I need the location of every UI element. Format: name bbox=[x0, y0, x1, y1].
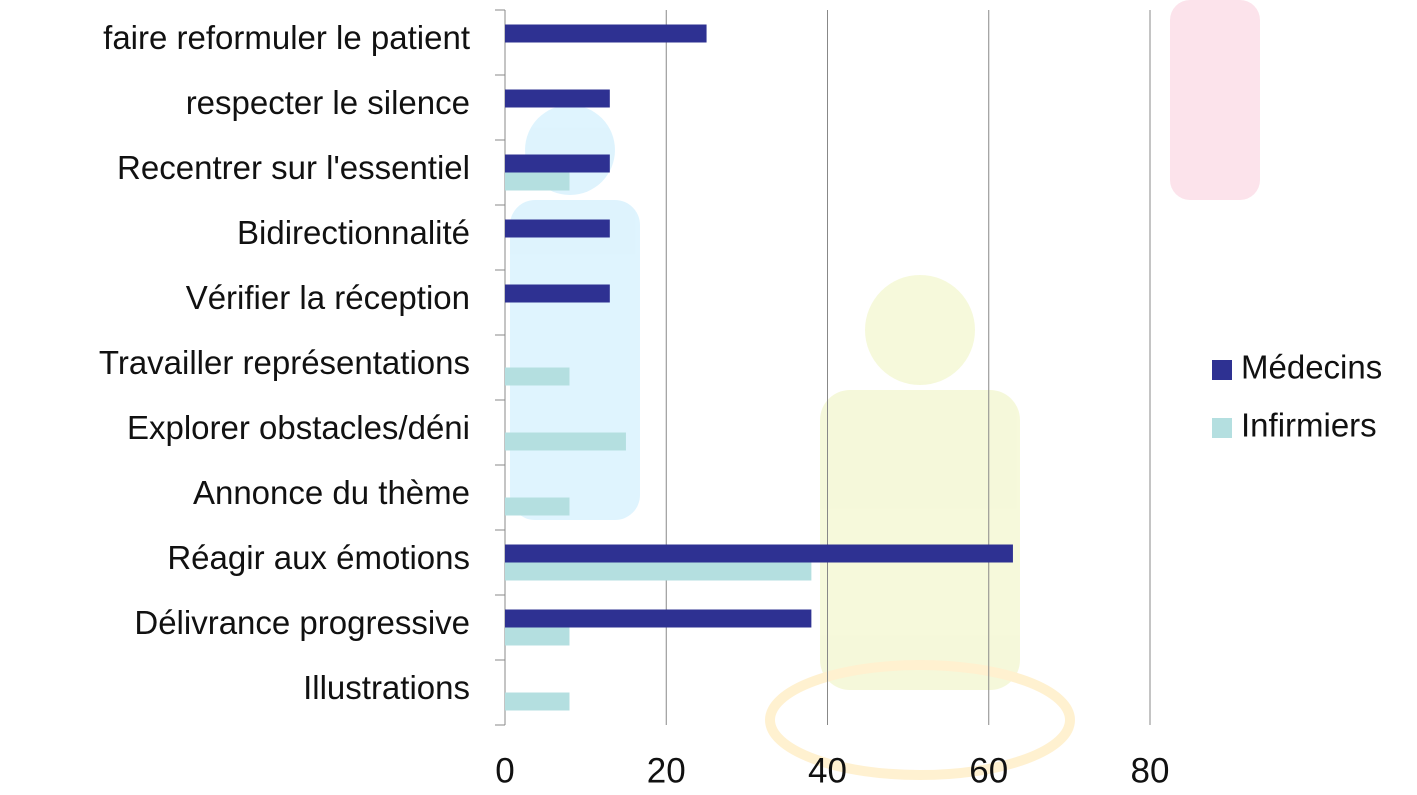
y-tick-label: respecter le silence bbox=[186, 84, 470, 121]
y-tick-label: Recentrer sur l'essentiel bbox=[117, 149, 470, 186]
y-tick-label: Explorer obstacles/déni bbox=[127, 409, 470, 446]
bar bbox=[505, 628, 570, 646]
legend-label: Médecins bbox=[1241, 349, 1382, 386]
bar bbox=[505, 498, 570, 516]
bar bbox=[505, 285, 610, 303]
bar bbox=[505, 90, 610, 108]
y-tick-label: Travailler représentations bbox=[99, 344, 470, 381]
y-tick-label: Vérifier la réception bbox=[186, 279, 470, 316]
background-decor bbox=[510, 0, 1260, 775]
x-tick-label: 80 bbox=[1131, 751, 1170, 790]
legend-swatch bbox=[1212, 360, 1232, 380]
bar bbox=[505, 563, 811, 581]
y-tick-label: Réagir aux émotions bbox=[167, 539, 470, 576]
bar bbox=[505, 25, 707, 43]
x-tick-label: 60 bbox=[969, 751, 1008, 790]
bar bbox=[505, 693, 570, 711]
y-tick-label: faire reformuler le patient bbox=[103, 19, 470, 56]
x-tick-label: 20 bbox=[647, 751, 686, 790]
y-tick-label: Délivrance progressive bbox=[134, 604, 470, 641]
legend-swatch bbox=[1212, 418, 1232, 438]
legend-label: Infirmiers bbox=[1241, 407, 1377, 444]
bar bbox=[505, 545, 1013, 563]
bar bbox=[505, 173, 570, 191]
y-tick-label: Bidirectionnalité bbox=[237, 214, 470, 251]
page: {"chart_data": {"type": "bar", "orientat… bbox=[0, 0, 1417, 795]
bar bbox=[505, 155, 610, 173]
y-tick-label: Illustrations bbox=[303, 669, 470, 706]
x-tick-label: 40 bbox=[808, 751, 847, 790]
y-tick-label: Annonce du thème bbox=[193, 474, 470, 511]
bar bbox=[505, 433, 626, 451]
bar bbox=[505, 220, 610, 238]
x-tick-label: 0 bbox=[495, 751, 514, 790]
chart: 0 20 40 60 80 faire reformuler le patient resp… bbox=[0, 0, 1417, 795]
bar bbox=[505, 368, 570, 386]
bar bbox=[505, 610, 811, 628]
